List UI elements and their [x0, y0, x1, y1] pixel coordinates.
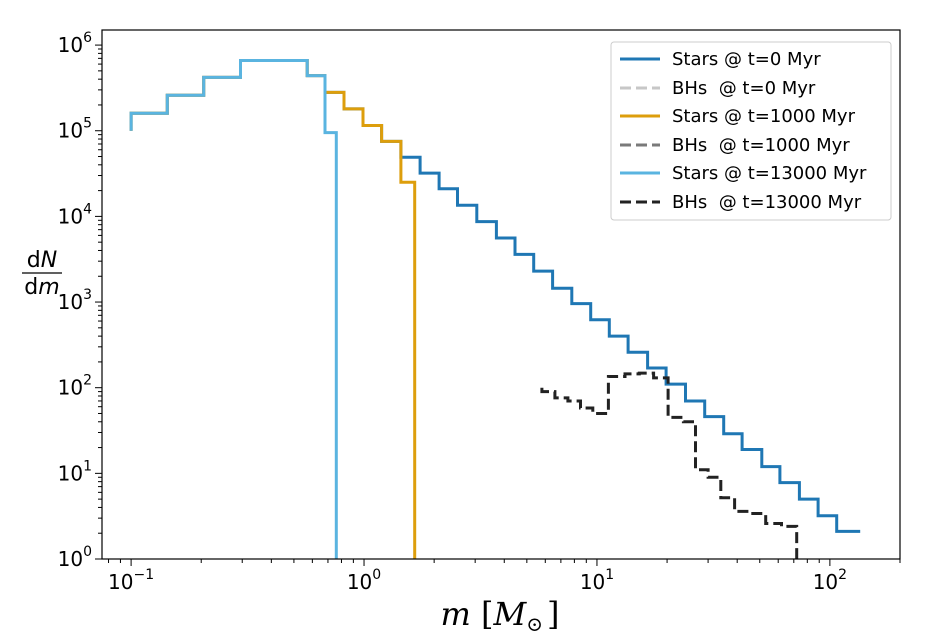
y-tick-label: 106 — [58, 30, 92, 57]
x-tick-labels: 10−1 100 101 102 — [108, 567, 847, 594]
y-tick-label: 105 — [58, 116, 92, 143]
x-tick-label: 101 — [580, 567, 614, 594]
series-line-5 — [540, 371, 799, 559]
legend-label-bhs-t13000: BHs @ t=13000 Myr — [672, 192, 862, 213]
series-layer — [129, 59, 861, 559]
y-tick-labels: 100 101 102 103 104 105 106 — [58, 30, 92, 571]
y-tick-label: 100 — [58, 544, 92, 571]
legend-label-stars-t0: Stars @ t=0 Myr — [672, 49, 821, 70]
x-tick-label: 10−1 — [108, 567, 154, 594]
y-axis-title: dN dm — [22, 248, 62, 300]
legend-label-bhs-t0: BHs @ t=0 Myr — [672, 78, 816, 99]
tick-marks — [95, 44, 901, 566]
legend: Stars @ t=0 Myr BHs @ t=0 Myr Stars @ t=… — [610, 41, 892, 221]
y-tick-label: 102 — [58, 373, 92, 400]
legend-box — [610, 41, 892, 221]
y-axis-title-numerator: dN — [27, 248, 57, 273]
legend-label-stars-t13000: Stars @ t=13000 Myr — [672, 163, 867, 184]
y-tick-label: 104 — [58, 201, 92, 228]
y-axis-title-denominator: dm — [24, 275, 59, 300]
y-tick-label: 103 — [58, 287, 92, 314]
x-tick-label: 100 — [347, 567, 381, 594]
y-tick-label: 101 — [58, 458, 92, 485]
legend-label-bhs-t1000: BHs @ t=1000 Myr — [672, 135, 850, 156]
legend-label-stars-t1000: Stars @ t=1000 Myr — [672, 106, 856, 127]
series-line-4 — [129, 59, 338, 559]
x-axis-title: m [M⊙] — [440, 595, 559, 636]
x-tick-label: 102 — [813, 567, 847, 594]
plot-frame — [101, 29, 901, 560]
